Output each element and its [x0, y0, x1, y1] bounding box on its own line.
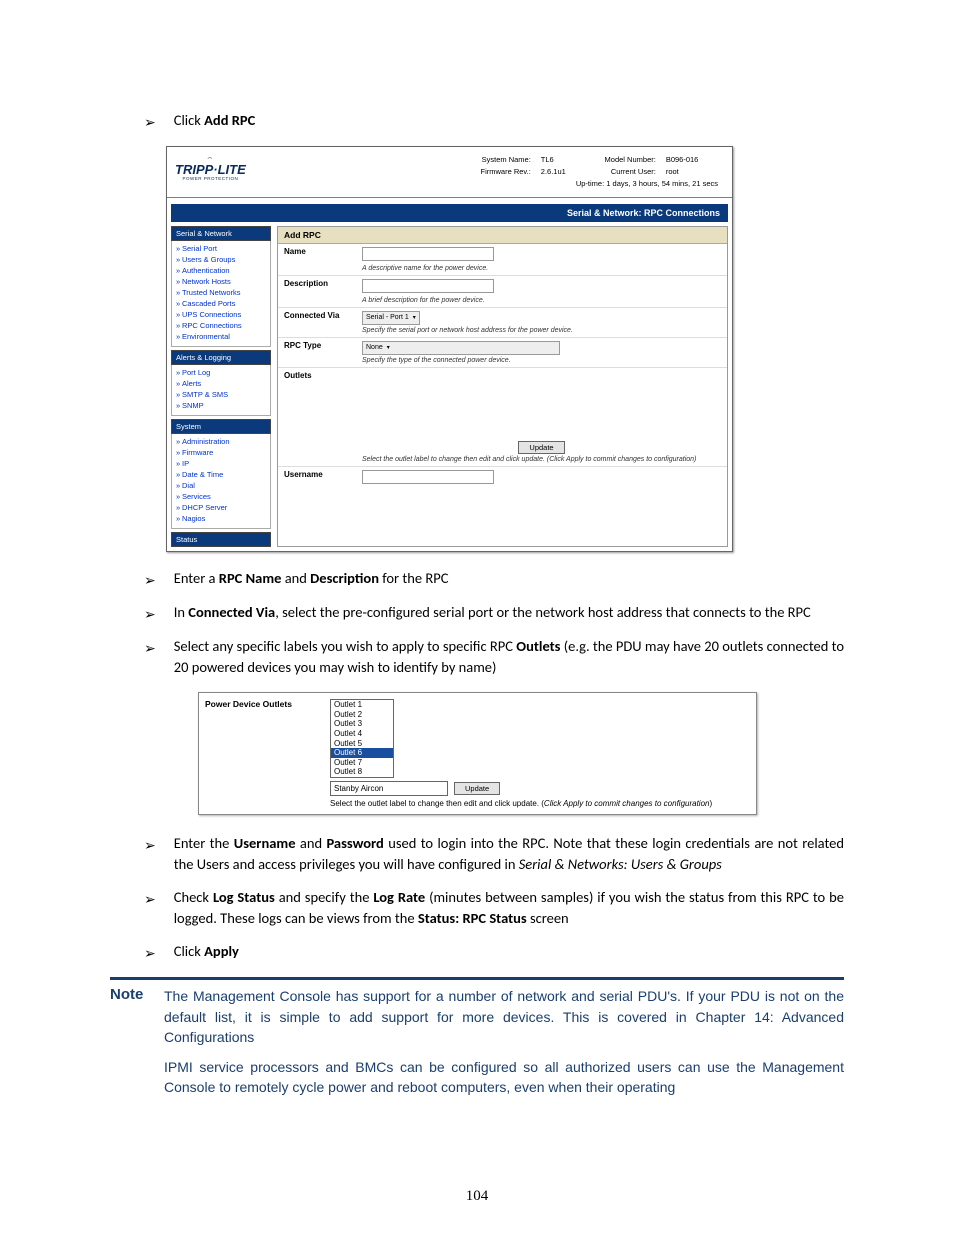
update-button[interactable]: Update: [518, 441, 564, 454]
field-label: Description: [284, 279, 354, 288]
connected-via-select[interactable]: Serial - Port 1: [362, 311, 420, 325]
name-input[interactable]: [362, 247, 494, 261]
bullet-arrow-icon: [144, 835, 156, 855]
bullet-arrow-icon: [144, 604, 156, 624]
outlet-option[interactable]: Outlet 3: [331, 719, 393, 729]
sidebar-item[interactable]: Network Hosts: [176, 276, 266, 287]
update-button[interactable]: Update: [454, 782, 500, 795]
field-hint: A brief description for the power device…: [362, 297, 721, 304]
bullet-arrow-icon: [144, 943, 156, 963]
sidebar-heading: Status: [171, 532, 271, 547]
sidebar-item[interactable]: Serial Port: [176, 243, 266, 254]
outlet-label-input[interactable]: [330, 781, 448, 796]
sidebar-heading: Alerts & Logging: [171, 350, 271, 365]
sidebar-heading: System: [171, 419, 271, 434]
instruction-item: Select any specific labels you wish to a…: [144, 636, 844, 678]
instruction-item: Enter a RPC Name and Description for the…: [144, 568, 844, 590]
field-hint: Specify the serial port or network host …: [362, 327, 721, 334]
note-box: Note The Management Console has support …: [110, 977, 844, 1107]
field-hint: Specify the type of the connected power …: [362, 357, 721, 364]
page-title-bar: Serial & Network: RPC Connections: [171, 204, 728, 222]
outlet-option[interactable]: Outlet 8: [331, 767, 393, 777]
note-label: Note: [110, 986, 154, 1107]
sidebar-item[interactable]: Administration: [176, 436, 266, 447]
add-rpc-panel: Add RPC Name A descriptive name for the …: [277, 226, 728, 547]
sidebar-item[interactable]: Alerts: [176, 378, 266, 389]
sidebar-item[interactable]: DHCP Server: [176, 502, 266, 513]
field-label: Connected Via: [284, 311, 354, 320]
tripplite-logo: ⌢ TRIPP·LITE POWER PROTECTION: [175, 153, 246, 181]
sidebar-item[interactable]: Users & Groups: [176, 254, 266, 265]
sidebar-item[interactable]: Port Log: [176, 367, 266, 378]
field-hint: A descriptive name for the power device.: [362, 265, 721, 272]
sidebar-item[interactable]: Dial: [176, 480, 266, 491]
field-label: Username: [284, 470, 354, 479]
sidebar-item[interactable]: SNMP: [176, 400, 266, 411]
bullet-arrow-icon: [144, 112, 156, 132]
sidebar-item[interactable]: SMTP & SMS: [176, 389, 266, 400]
rpc-type-select[interactable]: None: [362, 341, 560, 355]
outlet-option[interactable]: Outlet 4: [331, 729, 393, 739]
sidebar-item[interactable]: UPS Connections: [176, 309, 266, 320]
field-label: Name: [284, 247, 354, 256]
instruction-item: Click Apply: [144, 941, 844, 963]
note-body: The Management Console has support for a…: [164, 986, 844, 1107]
field-label: Outlets: [284, 371, 354, 380]
sidebar-heading: Serial & Network: [171, 226, 271, 241]
outlet-option[interactable]: Outlet 1: [331, 700, 393, 710]
outlet-listbox[interactable]: Outlet 1Outlet 2Outlet 3Outlet 4Outlet 5…: [330, 699, 394, 778]
bullet-arrow-icon: [144, 570, 156, 590]
username-input[interactable]: [362, 470, 494, 484]
panel-heading: Add RPC: [278, 227, 727, 244]
sidebar-item[interactable]: Trusted Networks: [176, 287, 266, 298]
outlet-option[interactable]: Outlet 6: [331, 748, 393, 758]
instruction-item: Click Add RPC: [144, 110, 844, 132]
outlet-option[interactable]: Outlet 7: [331, 758, 393, 768]
sidebar: Serial & Network Serial PortUsers & Grou…: [171, 226, 271, 547]
bullet-arrow-icon: [144, 889, 156, 909]
sidebar-item[interactable]: Cascaded Ports: [176, 298, 266, 309]
system-info: System Name:TL6 Model Number:B096-016 Fi…: [475, 153, 724, 190]
outlets-hint: Select the outlet label to change then e…: [330, 799, 750, 808]
field-label: RPC Type: [284, 341, 354, 350]
page-number: 104: [0, 1188, 954, 1205]
sidebar-item[interactable]: Nagios: [176, 513, 266, 524]
sidebar-item[interactable]: Authentication: [176, 265, 266, 276]
sidebar-item[interactable]: RPC Connections: [176, 320, 266, 331]
outlet-option[interactable]: Outlet 2: [331, 710, 393, 720]
bullet-arrow-icon: [144, 638, 156, 658]
field-hint: Select the outlet label to change then e…: [362, 456, 721, 463]
power-device-outlets-screenshot: Power Device Outlets Outlet 1Outlet 2Out…: [198, 692, 757, 815]
instruction-text: Click Add RPC: [174, 110, 844, 131]
instruction-item: In Connected Via, select the pre-configu…: [144, 602, 844, 624]
description-input[interactable]: [362, 279, 494, 293]
outlet-option[interactable]: Outlet 5: [331, 739, 393, 749]
sidebar-item[interactable]: Date & Time: [176, 469, 266, 480]
sidebar-item[interactable]: Environmental: [176, 331, 266, 342]
instruction-item: Enter the Username and Password used to …: [144, 833, 844, 875]
sidebar-item[interactable]: Services: [176, 491, 266, 502]
sidebar-item[interactable]: Firmware: [176, 447, 266, 458]
instruction-item: Check Log Status and specify the Log Rat…: [144, 887, 844, 929]
rpc-connections-screenshot: ⌢ TRIPP·LITE POWER PROTECTION System Nam…: [166, 146, 733, 551]
outlets-label: Power Device Outlets: [205, 699, 320, 808]
sidebar-item[interactable]: IP: [176, 458, 266, 469]
